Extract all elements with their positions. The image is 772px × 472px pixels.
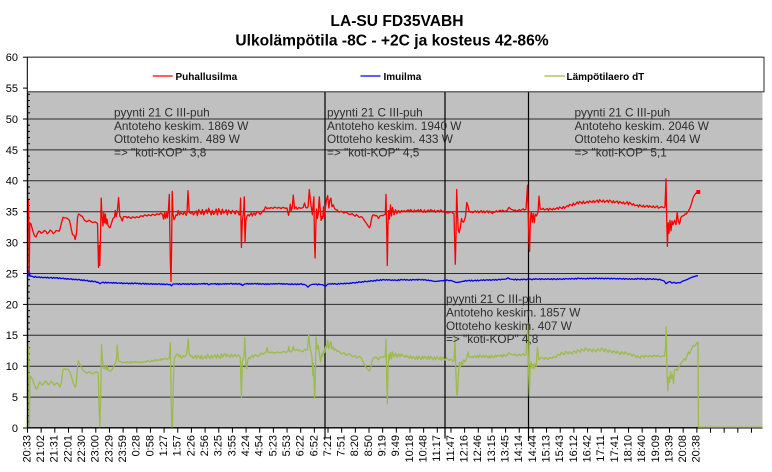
- svg-text:5:23: 5:23: [267, 435, 279, 456]
- svg-text:20:33: 20:33: [21, 435, 33, 463]
- svg-text:15:13: 15:13: [540, 435, 552, 463]
- svg-text:35: 35: [6, 207, 18, 219]
- svg-text:16:42: 16:42: [581, 435, 593, 463]
- svg-text:Ottoteho keskim. 404 W: Ottoteho keskim. 404 W: [575, 132, 702, 146]
- svg-text:9:19: 9:19: [377, 435, 389, 456]
- svg-text:16:12: 16:12: [568, 435, 580, 463]
- svg-text:5: 5: [12, 392, 18, 404]
- svg-text:13:45: 13:45: [500, 435, 512, 463]
- svg-text:2:26: 2:26: [185, 435, 197, 456]
- svg-text:22:01: 22:01: [62, 435, 74, 463]
- svg-text:55: 55: [6, 83, 18, 95]
- svg-text:12:16: 12:16: [459, 435, 471, 463]
- svg-text:20: 20: [6, 299, 18, 311]
- svg-text:4:24: 4:24: [240, 435, 252, 456]
- svg-text:7:51: 7:51: [336, 435, 348, 456]
- svg-text:10:48: 10:48: [418, 435, 430, 463]
- svg-text:Antoteho keskim. 1869 W: Antoteho keskim. 1869 W: [114, 119, 249, 133]
- svg-text:6:22: 6:22: [295, 435, 307, 456]
- svg-text:23:29: 23:29: [103, 435, 115, 463]
- svg-text:21:02: 21:02: [35, 435, 47, 463]
- svg-text:0: 0: [12, 423, 18, 435]
- svg-text:18:10: 18:10: [622, 435, 634, 463]
- svg-text:23:00: 23:00: [90, 435, 102, 463]
- svg-text:17:41: 17:41: [609, 435, 621, 463]
- svg-text:30: 30: [6, 238, 18, 250]
- svg-text:12:46: 12:46: [472, 435, 484, 463]
- svg-text:pyynti 21 C III-puh: pyynti 21 C III-puh: [114, 106, 210, 120]
- svg-text:Antoteho keskim. 2046 W: Antoteho keskim. 2046 W: [575, 119, 710, 133]
- svg-text:3:55: 3:55: [226, 435, 238, 456]
- svg-text:11:47: 11:47: [445, 435, 457, 462]
- svg-text:pyynti 21 C III-puh: pyynti 21 C III-puh: [575, 106, 671, 120]
- svg-text:LA-SU FD35VABH: LA-SU FD35VABH: [330, 13, 463, 30]
- svg-text:=> "koti-KOP" 5,1: => "koti-KOP" 5,1: [575, 145, 667, 159]
- svg-text:Imuilma: Imuilma: [384, 72, 422, 83]
- svg-text:1:57: 1:57: [172, 435, 184, 456]
- svg-text:6:52: 6:52: [308, 435, 320, 456]
- svg-text:8:20: 8:20: [349, 435, 361, 456]
- svg-text:19:39: 19:39: [663, 435, 675, 463]
- svg-text:14:14: 14:14: [513, 435, 525, 463]
- svg-text:45: 45: [6, 145, 18, 157]
- svg-text:17:11: 17:11: [595, 435, 607, 462]
- svg-text:0:58: 0:58: [144, 435, 156, 456]
- svg-text:60: 60: [6, 52, 18, 64]
- svg-text:40: 40: [6, 176, 18, 188]
- svg-text:3:25: 3:25: [213, 435, 225, 456]
- svg-text:Lämpötilaero dT: Lämpötilaero dT: [567, 72, 645, 83]
- svg-text:13:15: 13:15: [486, 435, 498, 463]
- svg-text:21:31: 21:31: [49, 435, 61, 463]
- svg-text:25: 25: [6, 268, 18, 280]
- svg-text:Ottoteho keskim. 433 W: Ottoteho keskim. 433 W: [327, 132, 454, 146]
- svg-text:Antoteho keskim. 1857 W: Antoteho keskim. 1857 W: [446, 305, 581, 319]
- svg-text:0:28: 0:28: [131, 435, 143, 456]
- svg-text:19:09: 19:09: [650, 435, 662, 463]
- svg-text:15: 15: [6, 330, 18, 342]
- svg-text:5:53: 5:53: [281, 435, 293, 456]
- svg-text:7:21: 7:21: [322, 435, 334, 456]
- svg-text:2:56: 2:56: [199, 435, 211, 456]
- svg-text:23:59: 23:59: [117, 435, 129, 463]
- svg-text:Antoteho keskim. 1940 W: Antoteho keskim. 1940 W: [327, 119, 462, 133]
- svg-text:14:44: 14:44: [527, 435, 539, 463]
- svg-text:8:50: 8:50: [363, 435, 375, 456]
- svg-text:20:38: 20:38: [691, 435, 703, 463]
- svg-text:4:54: 4:54: [254, 435, 266, 456]
- svg-text:pyynti 21 C III-puh: pyynti 21 C III-puh: [446, 292, 542, 306]
- svg-text:10: 10: [6, 361, 18, 373]
- svg-text:20:08: 20:08: [677, 435, 689, 463]
- svg-text:=> "koti-KOP" 4,8: => "koti-KOP" 4,8: [446, 332, 539, 346]
- svg-text:=> "koti-KOP" 4,5: => "koti-KOP" 4,5: [327, 145, 420, 159]
- svg-text:Puhallusilma: Puhallusilma: [176, 72, 238, 83]
- svg-text:18:40: 18:40: [636, 435, 648, 463]
- svg-text:11:17: 11:17: [431, 435, 443, 462]
- svg-text:Ottoteho keskim. 489 W: Ottoteho keskim. 489 W: [114, 132, 241, 146]
- svg-text:10:18: 10:18: [404, 435, 416, 463]
- svg-text:pyynti 21 C III-puh: pyynti 21 C III-puh: [327, 106, 423, 120]
- svg-text:Ottoteho keskim. 407 W: Ottoteho keskim. 407 W: [446, 319, 573, 333]
- svg-text:50: 50: [6, 114, 18, 126]
- svg-text:9:49: 9:49: [390, 435, 402, 456]
- svg-text:22:30: 22:30: [76, 435, 88, 463]
- svg-text:Ulkolämpötila -8C - +2C ja kos: Ulkolämpötila -8C - +2C ja kosteus 42-86…: [235, 33, 548, 50]
- svg-text:15:43: 15:43: [554, 435, 566, 463]
- svg-text:1:27: 1:27: [158, 435, 170, 456]
- svg-text:=> "koti-KOP" 3,8: => "koti-KOP" 3,8: [114, 145, 207, 159]
